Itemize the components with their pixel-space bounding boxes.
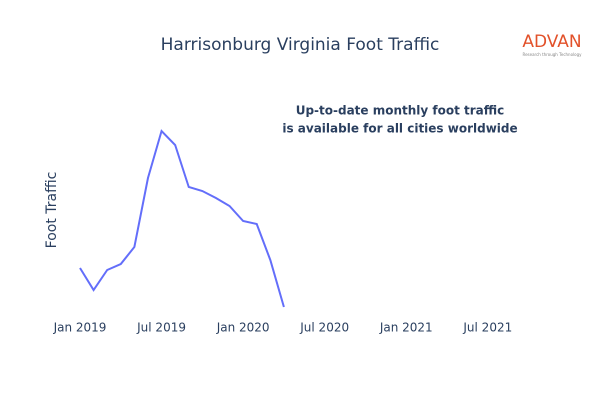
x-tick-label: Jul 2020: [299, 321, 349, 335]
x-tick-label: Jul 2019: [136, 321, 186, 335]
logo-tagline: Research through Technology: [522, 52, 582, 57]
line: [79, 129, 285, 308]
x-tick-label: Jan 2021: [379, 321, 433, 335]
annotation: is available for all cities worldwide: [282, 122, 517, 136]
y-axis-label: Foot Traffic: [44, 172, 60, 249]
chart-title: Harrisonburg Virginia Foot Traffic: [161, 35, 440, 55]
x-tick-label: Jan 2020: [216, 321, 270, 335]
annotation: Up-to-date monthly foot traffic: [296, 104, 505, 118]
logo: ADVAN: [522, 32, 581, 52]
x-tick-label: Jan 2019: [53, 321, 107, 335]
x-tick-label: Jul 2021: [462, 321, 512, 335]
